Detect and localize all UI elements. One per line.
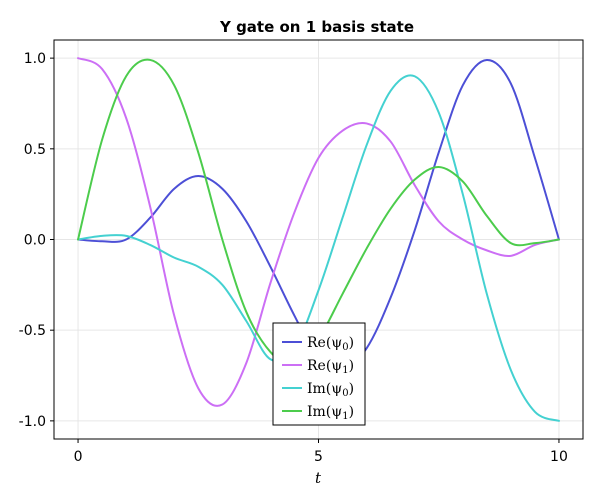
series-line-3	[77, 74, 560, 422]
x-axis-label: t	[315, 469, 322, 487]
axis-ticks: 0 5 10 1.0 0.5 0.0 -0.5 -1.0	[19, 51, 568, 465]
legend-label: Re(ψ0)	[307, 335, 354, 353]
y-tick-label: -1.0	[19, 414, 46, 430]
x-tick-label: 5	[314, 449, 323, 465]
y-tick-label: 0.5	[24, 142, 46, 158]
y-tick-label: 0.0	[24, 233, 46, 249]
legend-label: Re(ψ1)	[307, 358, 354, 376]
chart-title: Y gate on 1 basis state	[219, 18, 414, 36]
legend-label: Im(ψ1)	[307, 404, 354, 422]
x-tick-label: 0	[74, 449, 83, 465]
legend-label: Im(ψ0)	[307, 381, 354, 399]
y-tick-label: -0.5	[19, 323, 46, 339]
x-tick-label: 10	[550, 449, 568, 465]
legend-box	[272, 322, 366, 426]
y-tick-label: 1.0	[24, 51, 46, 67]
legend: Re(ψ0) Re(ψ1) Im(ψ0) Im(ψ1)	[272, 322, 366, 426]
